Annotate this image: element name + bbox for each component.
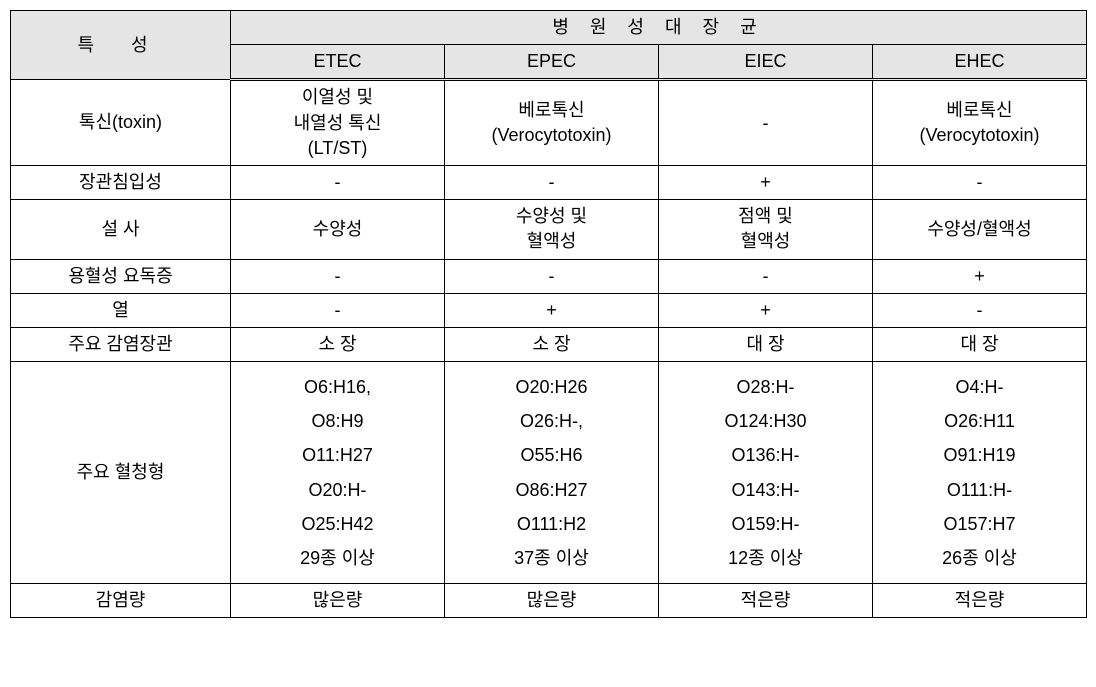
- cell-fever-eiec: +: [659, 293, 873, 327]
- ecoli-comparison-table: 특 성 병 원 성 대 장 균 ETEC EPEC EIEC EHEC 톡신(t…: [10, 10, 1087, 618]
- cell-fever-epec: +: [445, 293, 659, 327]
- row-dose: 감염량 많은량 많은량 적은량 적은량: [11, 584, 1087, 618]
- cell-infection-site-eiec: 대 장: [659, 327, 873, 361]
- cell-dose-eiec: 적은량: [659, 584, 873, 618]
- cell-dose-ehec: 적은량: [873, 584, 1087, 618]
- cell-hemolytic-etec: -: [231, 259, 445, 293]
- row-invasion-label: 장관침입성: [11, 165, 231, 199]
- cell-infection-site-etec: 소 장: [231, 327, 445, 361]
- cell-invasion-epec: -: [445, 165, 659, 199]
- cell-hemolytic-epec: -: [445, 259, 659, 293]
- header-col-eiec: EIEC: [659, 45, 873, 80]
- row-fever: 열 - + + -: [11, 293, 1087, 327]
- row-fever-label: 열: [11, 293, 231, 327]
- header-col-epec: EPEC: [445, 45, 659, 80]
- cell-serotype-etec: O6:H16, O8:H9 O11:H27 O20:H- O25:H42 29종…: [231, 362, 445, 584]
- row-diarrhea: 설 사 수양성 수양성 및 혈액성 점액 및 혈액성 수양성/혈액성: [11, 200, 1087, 259]
- cell-serotype-ehec: O4:H- O26:H11 O91:H19 O111:H- O157:H7 26…: [873, 362, 1087, 584]
- cell-toxin-ehec: 베로톡신 (Verocytotoxin): [873, 80, 1087, 166]
- cell-invasion-ehec: -: [873, 165, 1087, 199]
- row-infection-site-label: 주요 감염장관: [11, 327, 231, 361]
- row-serotype-label: 주요 혈청형: [11, 362, 231, 584]
- cell-serotype-eiec: O28:H- O124:H30 O136:H- O143:H- O159:H- …: [659, 362, 873, 584]
- row-hemolytic-label: 용혈성 요독증: [11, 259, 231, 293]
- row-toxin: 톡신(toxin) 이열성 및 내열성 톡신 (LT/ST) 베로톡신 (Ver…: [11, 80, 1087, 166]
- header-characteristic: 특 성: [11, 11, 231, 80]
- row-diarrhea-label: 설 사: [11, 200, 231, 259]
- cell-diarrhea-epec: 수양성 및 혈액성: [445, 200, 659, 259]
- row-invasion: 장관침입성 - - + -: [11, 165, 1087, 199]
- row-hemolytic: 용혈성 요독증 - - - +: [11, 259, 1087, 293]
- cell-infection-site-epec: 소 장: [445, 327, 659, 361]
- cell-dose-epec: 많은량: [445, 584, 659, 618]
- cell-infection-site-ehec: 대 장: [873, 327, 1087, 361]
- row-serotype: 주요 혈청형 O6:H16, O8:H9 O11:H27 O20:H- O25:…: [11, 362, 1087, 584]
- cell-diarrhea-ehec: 수양성/혈액성: [873, 200, 1087, 259]
- cell-toxin-etec: 이열성 및 내열성 톡신 (LT/ST): [231, 80, 445, 166]
- cell-dose-etec: 많은량: [231, 584, 445, 618]
- header-col-etec: ETEC: [231, 45, 445, 80]
- cell-toxin-epec: 베로톡신 (Verocytotoxin): [445, 80, 659, 166]
- cell-diarrhea-eiec: 점액 및 혈액성: [659, 200, 873, 259]
- cell-hemolytic-ehec: +: [873, 259, 1087, 293]
- header-col-ehec: EHEC: [873, 45, 1087, 80]
- cell-fever-ehec: -: [873, 293, 1087, 327]
- cell-invasion-etec: -: [231, 165, 445, 199]
- header-group-title: 병 원 성 대 장 균: [231, 11, 1087, 45]
- cell-serotype-epec: O20:H26 O26:H-, O55:H6 O86:H27 O111:H2 3…: [445, 362, 659, 584]
- row-dose-label: 감염량: [11, 584, 231, 618]
- cell-diarrhea-etec: 수양성: [231, 200, 445, 259]
- cell-fever-etec: -: [231, 293, 445, 327]
- row-infection-site: 주요 감염장관 소 장 소 장 대 장 대 장: [11, 327, 1087, 361]
- cell-toxin-eiec: -: [659, 80, 873, 166]
- cell-invasion-eiec: +: [659, 165, 873, 199]
- row-toxin-label: 톡신(toxin): [11, 80, 231, 166]
- cell-hemolytic-eiec: -: [659, 259, 873, 293]
